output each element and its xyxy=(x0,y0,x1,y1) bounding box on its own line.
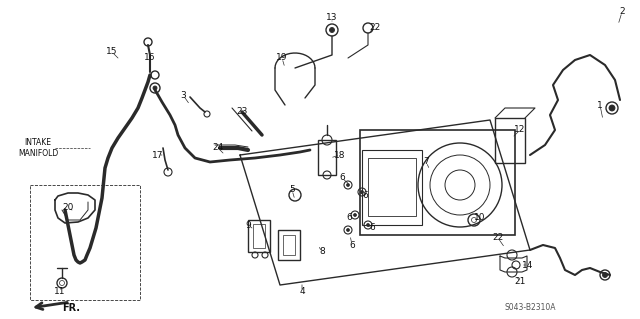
Text: 5: 5 xyxy=(289,186,295,195)
Circle shape xyxy=(330,27,335,33)
Text: 17: 17 xyxy=(152,151,164,160)
Text: 6: 6 xyxy=(369,224,375,233)
Text: INTAKE
MANIFOLD: INTAKE MANIFOLD xyxy=(18,137,58,159)
Bar xyxy=(253,224,265,248)
Text: 8: 8 xyxy=(319,248,325,256)
Text: 14: 14 xyxy=(522,261,534,270)
Bar xyxy=(495,118,525,163)
Text: S043-B2310A: S043-B2310A xyxy=(504,303,556,313)
Bar xyxy=(362,150,422,225)
Bar xyxy=(30,185,140,300)
Text: 6: 6 xyxy=(339,174,345,182)
Bar xyxy=(283,235,295,255)
Circle shape xyxy=(346,183,349,187)
Bar xyxy=(248,220,270,252)
Text: 1: 1 xyxy=(597,100,603,109)
Bar xyxy=(368,158,416,216)
Text: 18: 18 xyxy=(334,151,346,160)
Text: 21: 21 xyxy=(515,278,525,286)
Text: 16: 16 xyxy=(144,54,156,63)
Text: 20: 20 xyxy=(62,204,74,212)
Circle shape xyxy=(602,272,607,278)
Text: 15: 15 xyxy=(106,48,118,56)
Text: 6: 6 xyxy=(362,190,368,199)
Circle shape xyxy=(353,213,356,217)
Bar xyxy=(360,130,515,235)
Circle shape xyxy=(346,228,349,232)
Circle shape xyxy=(153,86,157,90)
Text: 23: 23 xyxy=(236,108,248,116)
Text: 6: 6 xyxy=(349,241,355,249)
Text: 9: 9 xyxy=(245,220,251,229)
Text: 22: 22 xyxy=(369,24,381,33)
Text: 11: 11 xyxy=(54,287,66,296)
Text: 10: 10 xyxy=(474,213,486,222)
Circle shape xyxy=(609,105,615,111)
Bar xyxy=(278,230,300,260)
Text: FR.: FR. xyxy=(62,303,80,313)
Text: 13: 13 xyxy=(326,13,338,23)
Text: 7: 7 xyxy=(423,158,429,167)
Text: 22: 22 xyxy=(492,234,504,242)
Text: 6: 6 xyxy=(346,213,352,222)
Text: 4: 4 xyxy=(299,287,305,296)
Text: 19: 19 xyxy=(276,54,288,63)
Text: 24: 24 xyxy=(212,144,223,152)
Circle shape xyxy=(367,224,369,226)
Text: 3: 3 xyxy=(180,91,186,100)
Text: 2: 2 xyxy=(619,8,625,17)
Bar xyxy=(318,140,336,175)
Circle shape xyxy=(360,190,364,194)
Text: 12: 12 xyxy=(515,125,525,135)
